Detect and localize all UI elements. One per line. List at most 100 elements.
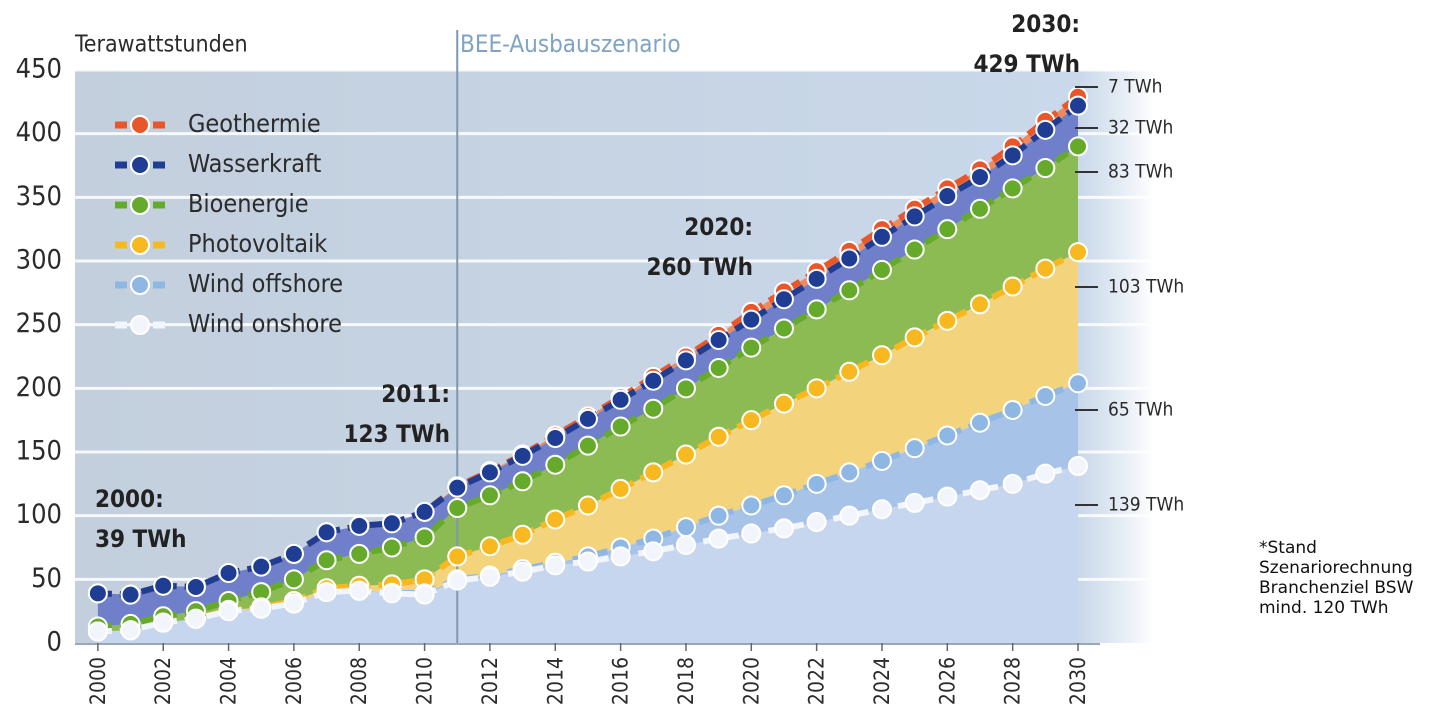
end-label: 139 TWh — [1108, 494, 1184, 516]
data-point — [349, 580, 370, 601]
data-point — [643, 398, 664, 419]
data-point — [251, 598, 272, 619]
x-tick-label: 2008 — [347, 657, 371, 705]
data-point — [741, 495, 762, 516]
data-point — [806, 512, 827, 533]
data-point — [904, 206, 925, 227]
data-point — [969, 294, 990, 315]
y-axis-label: Terawattstunden — [74, 32, 248, 58]
legend-dot — [130, 275, 150, 295]
data-point — [741, 337, 762, 358]
annotation: 123 TWh — [343, 420, 450, 448]
data-point — [708, 505, 729, 526]
data-point — [479, 485, 500, 506]
data-point — [1002, 276, 1023, 297]
data-point — [316, 582, 337, 603]
data-point — [708, 357, 729, 378]
legend-label: Bioenergie — [188, 189, 309, 218]
x-tick-label: 2030 — [1066, 657, 1090, 705]
data-point — [773, 289, 794, 310]
end-label: 32 TWh — [1108, 117, 1173, 139]
x-tick-label: 2022 — [805, 657, 829, 705]
data-point — [610, 546, 631, 567]
data-point — [414, 501, 435, 522]
data-point — [839, 361, 860, 382]
data-point — [218, 562, 239, 583]
data-point — [512, 524, 533, 545]
x-tick-label: 2006 — [282, 657, 306, 705]
data-point — [773, 393, 794, 414]
data-point — [871, 499, 892, 520]
data-point — [839, 505, 860, 526]
y-tick-label: 150 — [16, 436, 62, 467]
annotation: 260 TWh — [646, 253, 753, 281]
data-point — [283, 593, 304, 614]
data-point — [741, 309, 762, 330]
data-point — [577, 551, 598, 572]
data-point — [349, 515, 370, 536]
data-point — [773, 318, 794, 339]
x-tick-label: 2024 — [870, 657, 894, 705]
data-point — [1068, 95, 1088, 116]
data-point — [414, 527, 435, 548]
end-label: 65 TWh — [1108, 399, 1173, 421]
data-point — [643, 541, 664, 562]
data-point — [937, 425, 958, 446]
data-point — [610, 389, 631, 410]
data-point — [120, 620, 141, 641]
x-tick-label: 2012 — [478, 657, 502, 705]
data-point — [937, 310, 958, 331]
legend-dot — [130, 195, 150, 215]
x-tick-label: 2004 — [217, 657, 241, 705]
x-tick-label: 2016 — [609, 657, 633, 705]
data-point — [904, 327, 925, 348]
legend-label: Geothermie — [188, 109, 321, 138]
end-label: 103 TWh — [1108, 276, 1184, 298]
data-point — [577, 495, 598, 516]
data-point — [937, 486, 958, 507]
data-point — [969, 412, 990, 433]
data-point — [283, 569, 304, 590]
y-tick-label: 350 — [16, 181, 62, 212]
data-point — [708, 426, 729, 447]
data-point — [643, 462, 664, 483]
data-point — [185, 576, 206, 597]
data-point — [479, 462, 500, 483]
data-point — [316, 522, 337, 543]
data-point — [904, 438, 925, 459]
legend-dot — [130, 235, 150, 255]
annotation: 2030: — [1011, 10, 1080, 38]
data-point — [839, 462, 860, 483]
legend-label: Wind onshore — [188, 309, 342, 338]
data-point — [773, 518, 794, 539]
data-point — [447, 546, 468, 567]
data-point — [577, 408, 598, 429]
data-point — [1002, 145, 1023, 166]
legend-dot — [130, 315, 150, 335]
data-point — [349, 543, 370, 564]
data-point — [251, 556, 272, 577]
data-point — [675, 534, 696, 555]
data-point — [1035, 258, 1056, 279]
annotation: 39 TWh — [95, 525, 187, 553]
y-tick-label: 0 — [47, 627, 62, 658]
legend-label: Wind offshore — [188, 269, 343, 298]
x-tick-label: 2018 — [674, 657, 698, 705]
data-point — [806, 473, 827, 494]
x-tick-label: 2010 — [413, 657, 437, 705]
data-point — [708, 528, 729, 549]
data-point — [414, 584, 435, 605]
y-tick-label: 200 — [16, 372, 62, 403]
footnote: mind. 120 TWh — [1259, 598, 1388, 618]
data-point — [120, 584, 141, 605]
data-point — [1035, 463, 1056, 484]
data-point — [741, 523, 762, 544]
data-point — [904, 239, 925, 260]
x-tick-label: 2000 — [86, 657, 110, 705]
x-tick-label: 2028 — [1001, 657, 1025, 705]
data-point — [871, 450, 892, 471]
data-point — [675, 378, 696, 399]
data-point — [839, 280, 860, 301]
data-point — [153, 575, 174, 596]
data-point — [1002, 399, 1023, 420]
